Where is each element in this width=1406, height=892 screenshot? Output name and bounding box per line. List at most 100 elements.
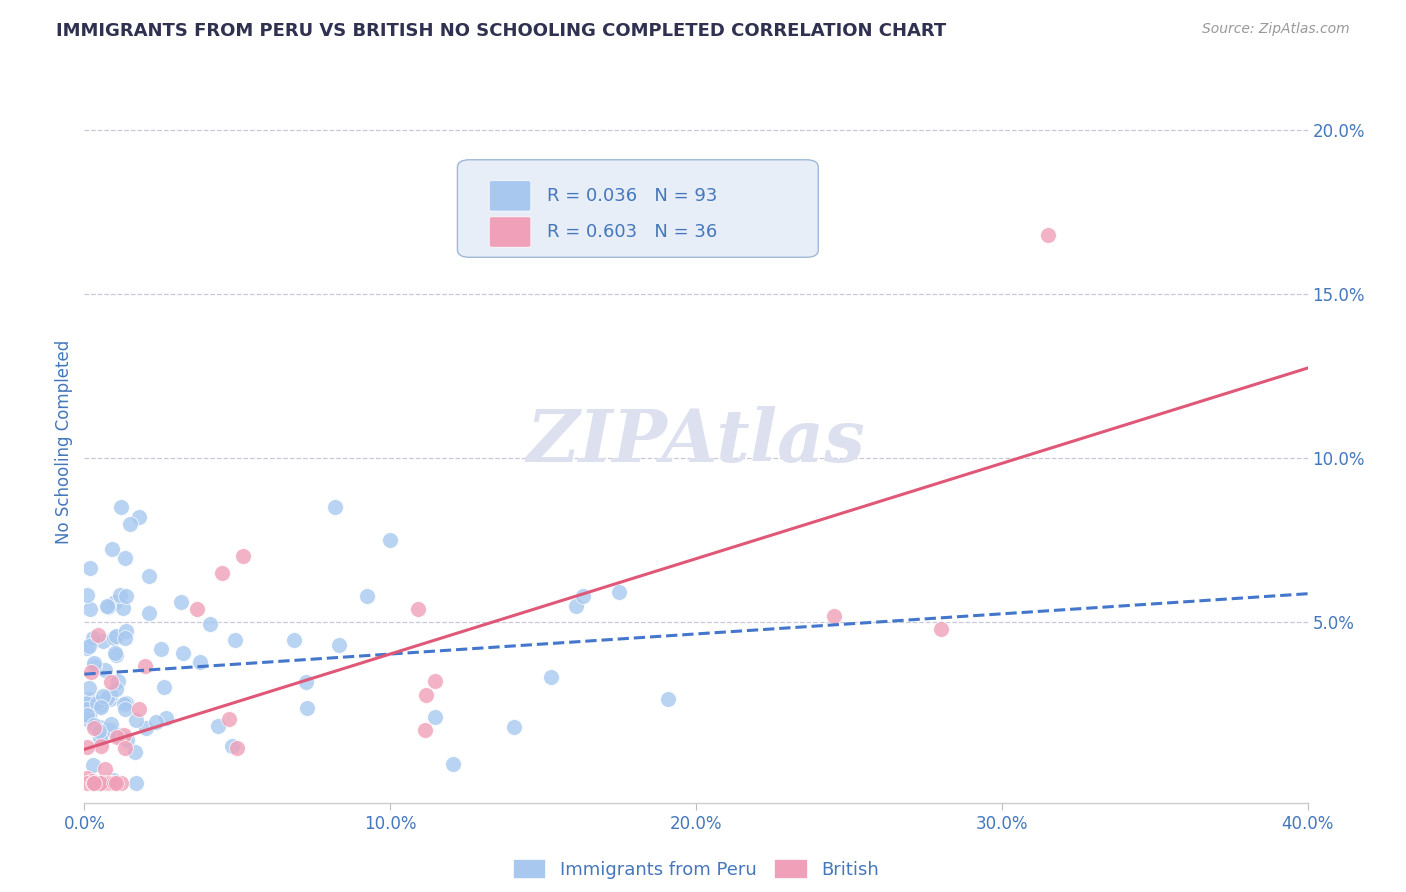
Point	[218, 713, 240, 727]
Point	[138, 569, 160, 583]
Point	[134, 658, 156, 673]
Point	[138, 606, 160, 620]
Point	[76, 708, 98, 723]
Point	[91, 689, 114, 703]
Point	[96, 600, 118, 615]
Point	[111, 601, 134, 615]
Point	[110, 776, 132, 790]
Point	[155, 711, 177, 725]
Point	[125, 776, 148, 790]
Point	[98, 776, 121, 790]
Point	[107, 674, 129, 689]
Point	[82, 631, 104, 645]
Point	[207, 719, 229, 733]
Point	[413, 723, 436, 738]
FancyBboxPatch shape	[489, 181, 531, 211]
Point	[101, 542, 124, 557]
Point	[120, 516, 142, 531]
Point	[124, 745, 146, 759]
Point	[80, 773, 103, 788]
Point	[98, 691, 121, 706]
Point	[96, 599, 118, 613]
Point	[198, 617, 221, 632]
Point	[112, 728, 135, 742]
Point	[98, 688, 121, 702]
Point	[89, 776, 111, 790]
Point	[79, 707, 101, 722]
Text: IMMIGRANTS FROM PERU VS BRITISH NO SCHOOLING COMPLETED CORRELATION CHART: IMMIGRANTS FROM PERU VS BRITISH NO SCHOO…	[56, 22, 946, 40]
Point	[107, 728, 129, 742]
Point	[297, 701, 319, 715]
Point	[283, 632, 305, 647]
Point	[89, 700, 111, 714]
Point	[86, 696, 108, 710]
Point	[114, 702, 136, 716]
Point	[79, 601, 101, 615]
Point	[115, 696, 138, 710]
Point	[225, 741, 247, 756]
Point	[105, 682, 128, 697]
Point	[90, 739, 112, 753]
Point	[294, 674, 316, 689]
Point	[323, 500, 346, 515]
Text: R = 0.603   N = 36: R = 0.603 N = 36	[547, 223, 717, 241]
Point	[90, 700, 112, 714]
Point	[135, 722, 157, 736]
Point	[80, 776, 103, 790]
Point	[540, 670, 562, 684]
Point	[80, 665, 103, 679]
Point	[186, 602, 208, 616]
Point	[114, 740, 136, 755]
Point	[115, 733, 138, 747]
Point	[1036, 227, 1059, 242]
Point	[89, 731, 111, 746]
Point	[76, 696, 98, 710]
Point	[423, 674, 446, 689]
Point	[128, 510, 150, 524]
Point	[823, 608, 845, 623]
Point	[77, 681, 100, 695]
Point	[77, 692, 100, 706]
Point	[145, 715, 167, 730]
Point	[89, 698, 111, 713]
Point	[114, 550, 136, 565]
Point	[108, 588, 131, 602]
Point	[104, 776, 127, 790]
Point	[115, 624, 138, 638]
Point	[153, 680, 176, 694]
Point	[112, 697, 135, 711]
Point	[114, 631, 136, 645]
Point	[172, 647, 194, 661]
Point	[105, 629, 128, 643]
FancyBboxPatch shape	[457, 160, 818, 257]
Point	[103, 772, 125, 787]
Point	[104, 648, 127, 662]
Point	[83, 659, 105, 673]
Point	[100, 723, 122, 738]
Point	[406, 602, 429, 616]
Point	[328, 638, 350, 652]
Point	[425, 709, 447, 723]
Point	[503, 720, 526, 734]
FancyBboxPatch shape	[489, 217, 531, 247]
Point	[356, 590, 378, 604]
Point	[211, 566, 233, 580]
Point	[83, 721, 105, 735]
Point	[94, 762, 117, 776]
Point	[77, 639, 100, 653]
Point	[221, 739, 243, 754]
Point	[232, 549, 254, 564]
Point	[91, 633, 114, 648]
Point	[110, 500, 132, 515]
Point	[76, 740, 98, 755]
Legend: Immigrants from Peru, British: Immigrants from Peru, British	[506, 852, 886, 886]
Point	[441, 756, 464, 771]
Point	[76, 776, 98, 790]
Point	[82, 757, 104, 772]
Point	[929, 622, 952, 636]
Point	[224, 632, 246, 647]
Text: ZIPAtlas: ZIPAtlas	[527, 406, 865, 477]
Point	[415, 688, 437, 702]
Point	[76, 771, 98, 785]
Point	[76, 588, 98, 602]
